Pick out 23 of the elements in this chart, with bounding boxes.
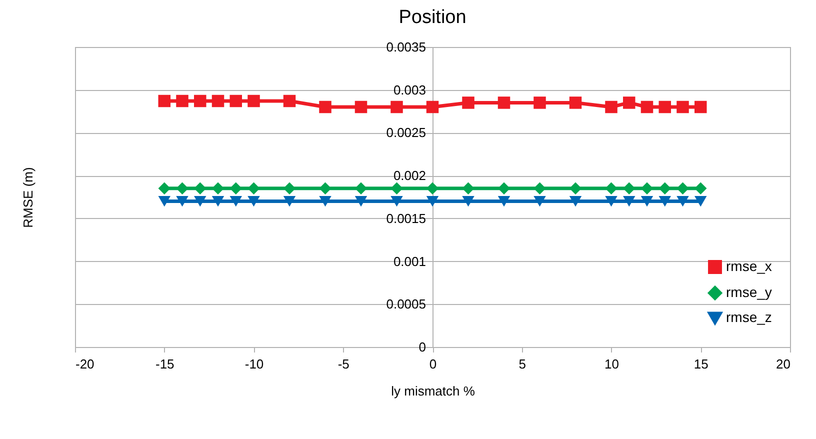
y-tick-label: 0 xyxy=(418,340,426,354)
x-tick-label: -15 xyxy=(155,356,174,372)
legend-label: rmse_z xyxy=(726,309,772,325)
y-tick-label: 0.0005 xyxy=(386,296,426,312)
y-axis-title: RMSE (m) xyxy=(20,167,36,228)
y-tick-label: 0.003 xyxy=(393,82,426,98)
x-tick-label: 10 xyxy=(604,356,619,372)
x-axis-title: ly mismatch % xyxy=(391,384,476,398)
legend-label: rmse_y xyxy=(726,284,772,300)
y-tick-label: 0.001 xyxy=(393,254,426,269)
chart-title: Position xyxy=(398,7,466,28)
y-tick-label: 0.002 xyxy=(393,168,426,184)
x-tick-label: 0 xyxy=(429,356,437,372)
y-tick-label: 0.0025 xyxy=(386,125,426,140)
x-tick-label: 5 xyxy=(518,356,526,372)
legend-label: rmse_x xyxy=(726,258,772,274)
x-tick-label: 20 xyxy=(776,356,790,372)
x-tick-label: -20 xyxy=(76,356,94,372)
x-tick-label: -10 xyxy=(244,356,264,372)
x-tick-label: -5 xyxy=(338,356,350,372)
y-tick-label: 0.0015 xyxy=(386,210,426,226)
y-tick-label: 0.0035 xyxy=(386,40,426,54)
x-tick-label: 15 xyxy=(694,356,708,372)
